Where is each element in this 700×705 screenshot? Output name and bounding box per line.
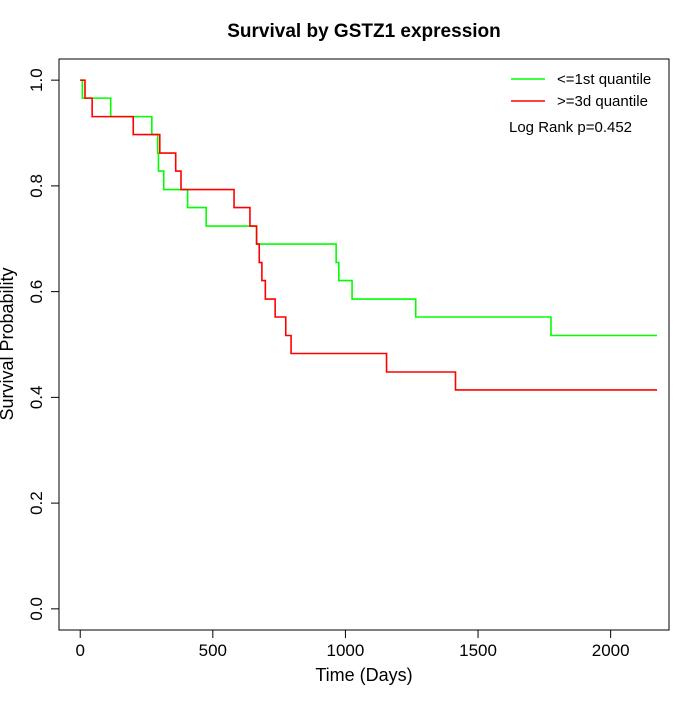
y-tick-label: 0.8 [27,174,46,198]
legend: <=1st quantile >=3d quantile [511,71,651,110]
y-tick-label: 0.0 [27,597,46,621]
y-tick-label: 0.2 [27,491,46,515]
series-group [80,79,658,391]
x-tick-label: 2000 [592,641,630,660]
x-tick-label: 0 [75,641,84,660]
x-axis-label: Time (Days) [315,665,412,685]
x-axis: 0 500 1000 1500 2000 [75,629,630,660]
survival-curve-1 [80,79,658,391]
y-axis: 0.0 0.2 0.4 0.6 0.8 1.0 [27,68,60,621]
y-axis-label: Survival Probability [0,267,17,420]
x-tick-label: 1500 [459,641,497,660]
y-tick-label: 0.6 [27,280,46,304]
x-tick-label: 500 [199,641,227,660]
log-rank-annotation: Log Rank p=0.452 [509,119,632,136]
chart-title: Survival by GSTZ1 expression [227,21,501,42]
y-tick-label: 1.0 [27,68,46,92]
legend-label: <=1st quantile [557,71,651,88]
plot-frame [58,58,670,631]
survival-curve-0 [80,79,658,337]
x-tick-label: 1000 [327,641,365,660]
y-tick-label: 0.4 [27,386,46,410]
legend-label: >=3d quantile [557,93,648,110]
